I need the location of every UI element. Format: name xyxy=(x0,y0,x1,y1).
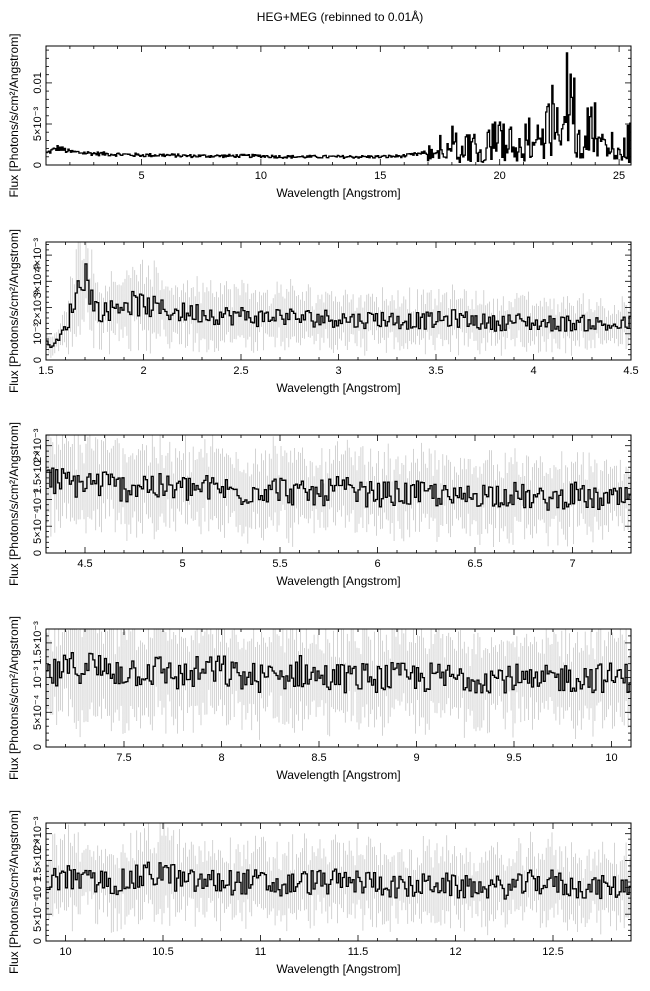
x-tick-label: 1.5 xyxy=(38,365,53,377)
y-tick-label: 1.5×10⁻³ xyxy=(32,621,44,665)
y-tick-label: 5×10⁻⁴ xyxy=(32,694,44,730)
y-axis-label: Flux [Photons/s/cm²/Angstrom] xyxy=(7,616,21,780)
x-tick-label: 20 xyxy=(494,170,506,182)
x-axis-label: Wavelength [Angstrom] xyxy=(276,574,400,588)
spectrum-series xyxy=(46,52,631,163)
spectrum-series xyxy=(46,263,631,348)
x-tick-label: 8 xyxy=(218,752,224,764)
x-tick-label: 7 xyxy=(569,558,575,570)
x-tick-label: 8.5 xyxy=(311,752,326,764)
y-tick-label: 10⁻³ xyxy=(32,666,44,688)
x-tick-label: 6 xyxy=(374,558,380,570)
panel-1: 5 10 15 20 25 0 5×10⁻³ 0.01 Wavelength [Angstrom… xyxy=(7,33,632,200)
y-axis-label: Flux [Photons/s/cm²/Angstrom] xyxy=(7,810,21,974)
x-tick-label: 9 xyxy=(413,752,419,764)
y-tick-label: 0 xyxy=(32,357,44,363)
y-tick-label: 10⁻³ xyxy=(32,488,44,510)
x-tick-label: 5 xyxy=(179,558,185,570)
y-tick-label: 3×10⁻³ xyxy=(32,264,44,299)
y-tick-label: 0.01 xyxy=(32,72,44,93)
x-axis-label: Wavelength [Angstrom] xyxy=(276,768,400,782)
chart-title: HEG+MEG (rebinned to 0.01Å) xyxy=(256,10,424,24)
x-tick-label: 10.5 xyxy=(152,946,173,958)
x-tick-label: 3 xyxy=(335,365,341,377)
x-axis-label: Wavelength [Angstrom] xyxy=(276,186,400,200)
error-bars xyxy=(46,242,631,358)
y-tick-label: 1.5×10⁻³ xyxy=(32,450,44,494)
y-tick-label: 2×10⁻³ xyxy=(32,816,44,851)
y-tick-label: 2×10⁻³ xyxy=(32,428,44,463)
x-tick-label: 10 xyxy=(255,170,267,182)
y-tick-label: 0 xyxy=(32,162,44,168)
y-axis-label: Flux [Photons/s/cm²/Angstrom] xyxy=(7,229,21,393)
panel-5: 10 10.5 11 11.5 12 12.5 0 5×10⁻⁴10⁻³1.5×10⁻³2×1… xyxy=(7,810,632,976)
plot-frame xyxy=(45,241,632,361)
y-tick-label: 1.5×10⁻³ xyxy=(32,838,44,882)
x-tick-label: 4.5 xyxy=(623,365,638,377)
x-axis-label: Wavelength [Angstrom] xyxy=(276,962,400,976)
y-tick-label: 4×10⁻³ xyxy=(32,238,44,273)
y-tick-label: 5×10⁻⁴ xyxy=(32,508,44,544)
x-tick-label: 25 xyxy=(613,170,625,182)
y-axis-label: Flux [Photons/s/cm²/Angstrom] xyxy=(7,33,21,197)
y-axis-label: Flux [Photons/s/cm²/Angstrom] xyxy=(7,422,21,586)
panel-2: 1.5 2 2.5 3 3.5 4 4.5 0 10⁻³2×10⁻³3×10⁻³4×10⁻³ Wa… xyxy=(7,229,639,395)
x-tick-label: 11.5 xyxy=(348,946,369,958)
x-tick-label: 12 xyxy=(449,946,461,958)
x-tick-label: 4 xyxy=(530,365,536,377)
x-tick-label: 9.5 xyxy=(506,752,521,764)
x-tick-label: 6.5 xyxy=(467,558,482,570)
x-tick-label: 4.5 xyxy=(77,558,92,570)
x-tick-label: 12.5 xyxy=(542,946,563,958)
x-tick-label: 5.5 xyxy=(272,558,287,570)
x-tick-label: 10 xyxy=(605,752,617,764)
y-tick-label: 0 xyxy=(32,938,44,944)
y-tick-label: 5×10⁻³ xyxy=(32,107,44,142)
plot-frame xyxy=(45,628,632,748)
x-tick-label: 3.5 xyxy=(428,365,443,377)
x-axis-label: Wavelength [Angstrom] xyxy=(276,381,400,395)
spectrum-series xyxy=(46,467,631,511)
x-tick-label: 7.5 xyxy=(116,752,131,764)
y-tick-label: 0 xyxy=(32,744,44,750)
y-tick-label: 0 xyxy=(32,550,44,556)
y-tick-label: 10⁻³ xyxy=(32,876,44,898)
y-tick-label: 5×10⁻⁴ xyxy=(32,896,44,932)
y-tick-label: 10⁻³ xyxy=(32,323,44,345)
spectrum-series xyxy=(46,652,631,694)
x-tick-label: 11 xyxy=(255,946,266,958)
x-tick-label: 2 xyxy=(140,365,146,377)
x-tick-label: 10 xyxy=(59,946,71,958)
panel-3: 4.5 5 5.5 6 6.5 7 0 5×10⁻⁴10⁻³1.5×10⁻³2×10⁻³ Wav… xyxy=(7,422,632,588)
x-tick-label: 5 xyxy=(138,170,144,182)
y-tick-label: 2×10⁻³ xyxy=(32,290,44,325)
spectrum-series xyxy=(46,861,631,900)
x-tick-label: 15 xyxy=(374,170,386,182)
plot-frame xyxy=(45,45,632,166)
panel-4: 7.5 8 8.5 9 9.5 10 0 5×10⁻⁴ 10⁻³1.5×10⁻³ Waveleng… xyxy=(7,616,632,782)
x-tick-label: 2.5 xyxy=(233,365,248,377)
